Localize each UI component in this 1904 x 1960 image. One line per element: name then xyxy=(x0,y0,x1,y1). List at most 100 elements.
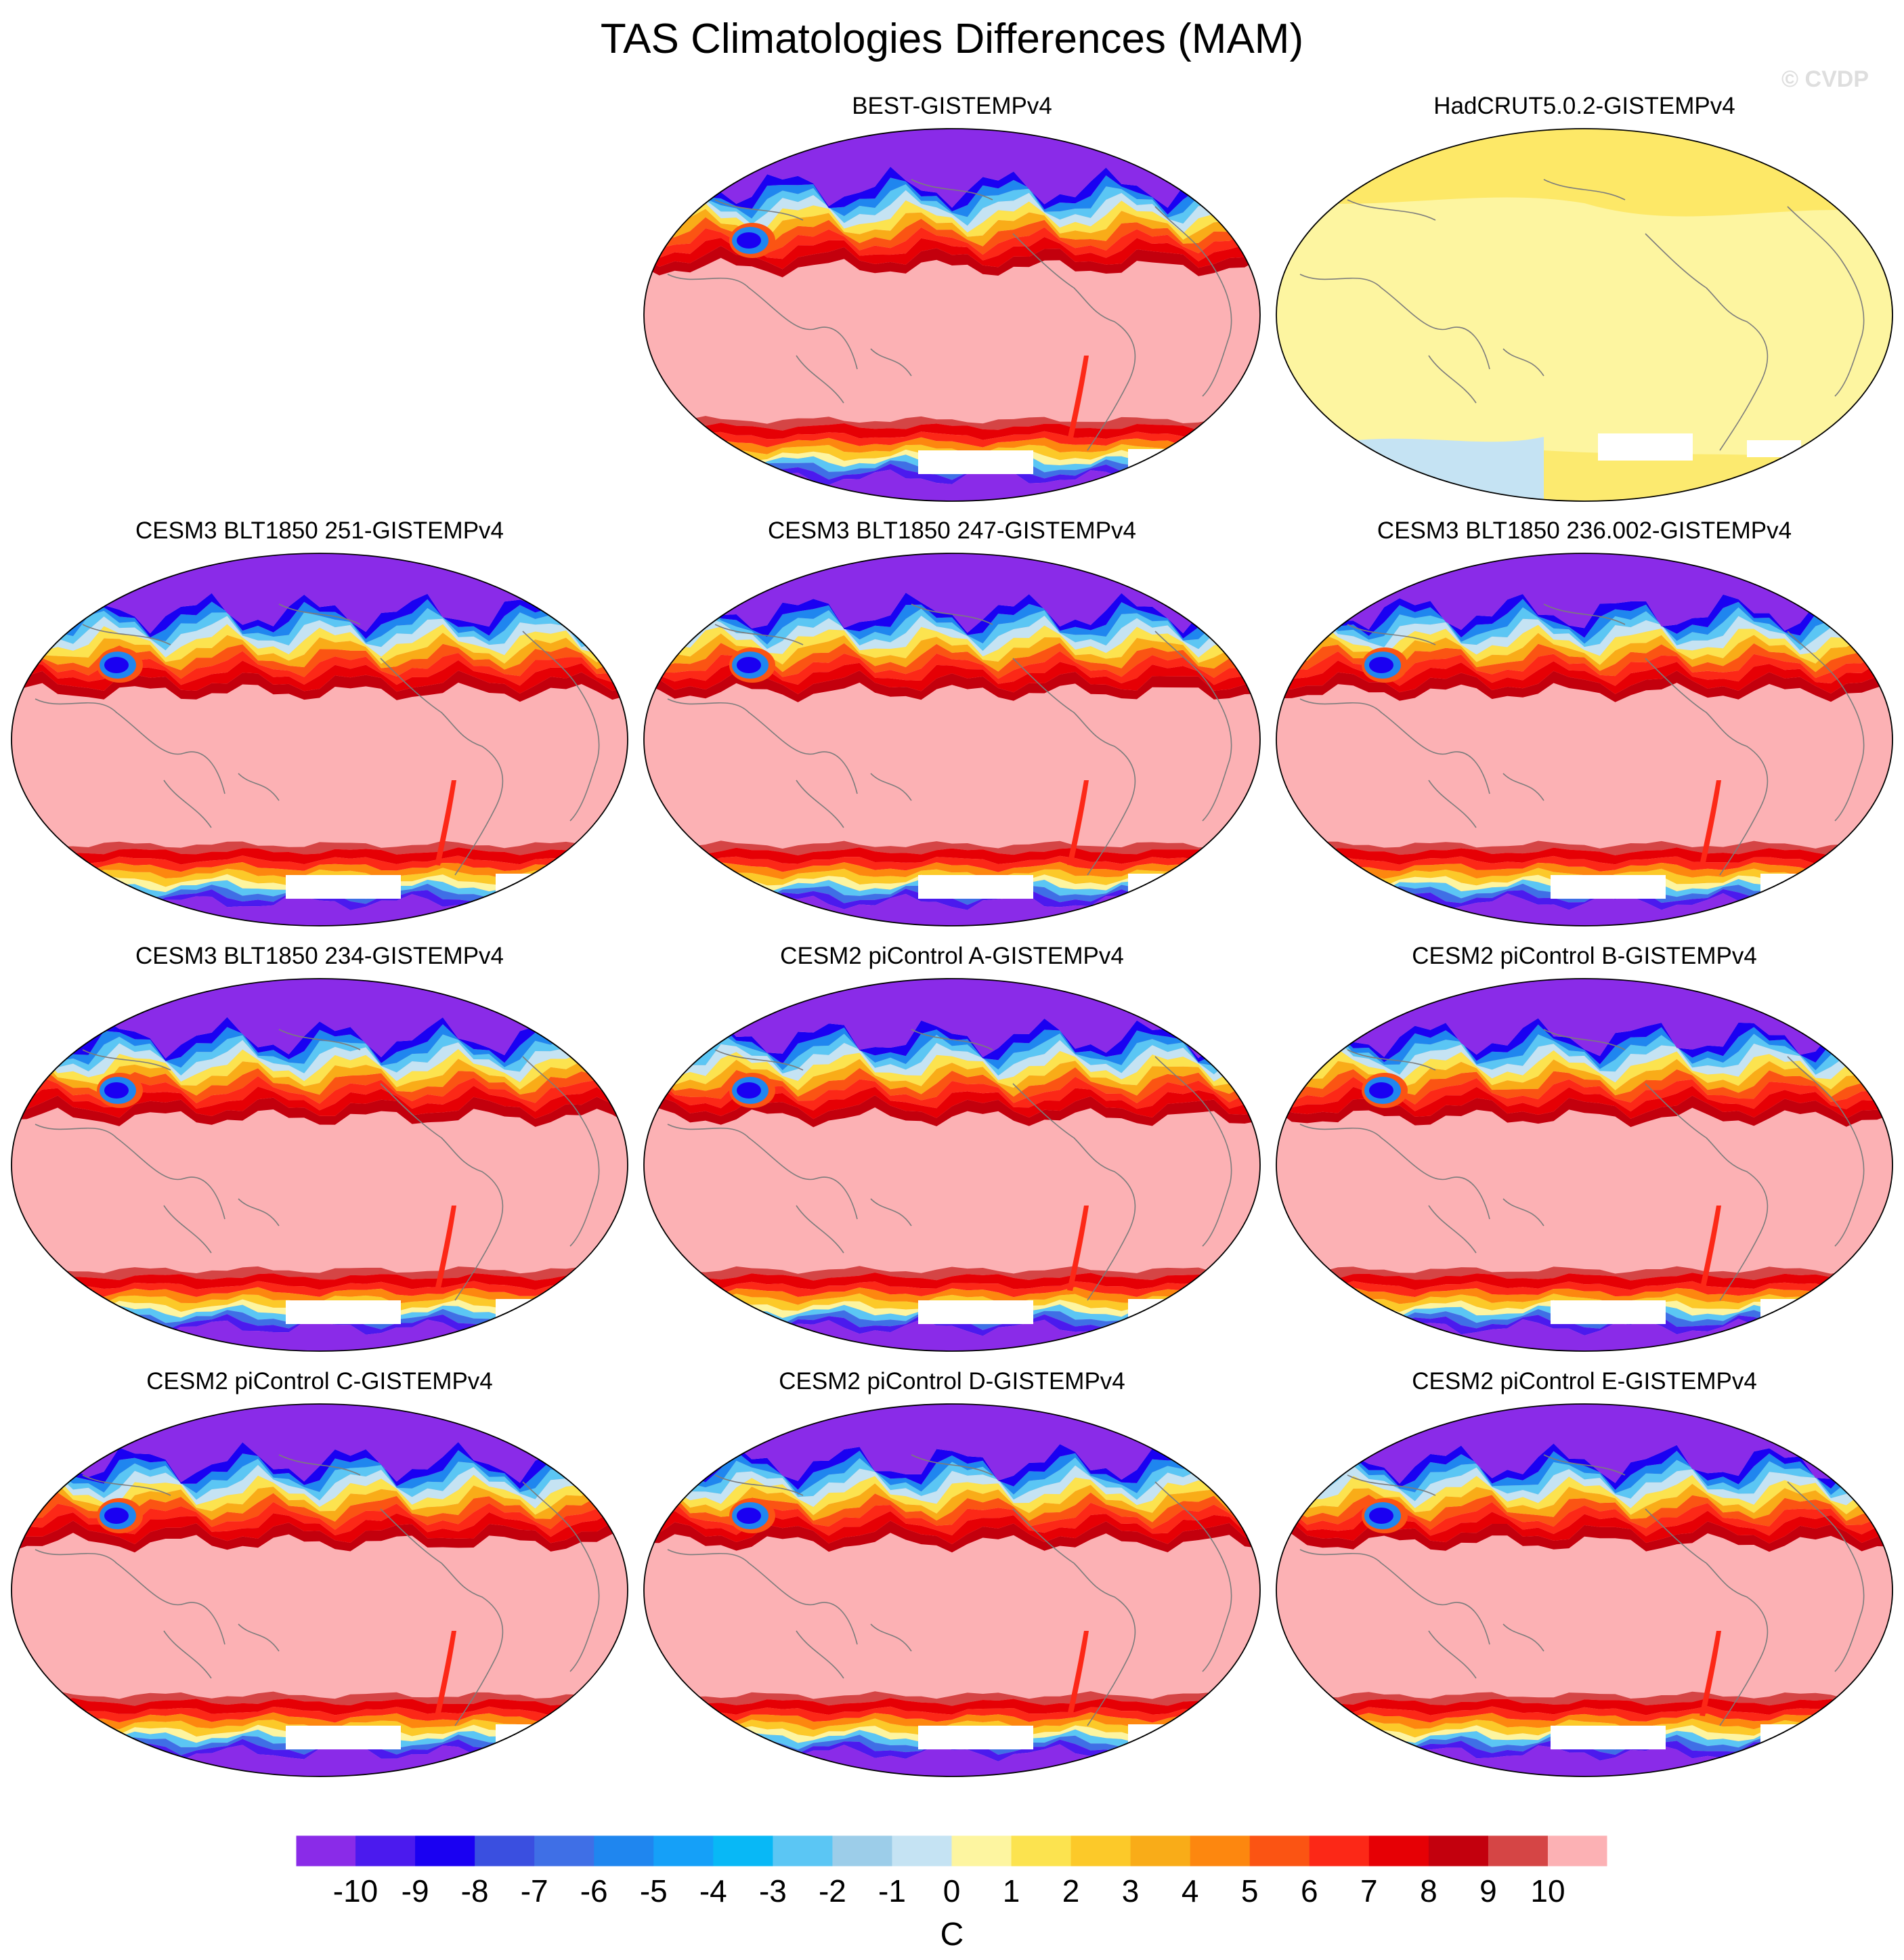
coastline xyxy=(82,1029,361,1071)
contour-band xyxy=(644,599,1260,645)
contour-band xyxy=(644,1691,1260,1706)
contour-band xyxy=(644,1510,1260,1544)
contour-band xyxy=(12,1076,628,1112)
contour-band xyxy=(644,1483,1260,1522)
contour-band xyxy=(12,1266,628,1281)
colorbar-tick-label: 0 xyxy=(943,1873,961,1909)
panel-title: CESM2 piControl A-GISTEMPv4 xyxy=(780,943,1124,969)
contour-band xyxy=(12,1281,628,1297)
colorbar-tick-label: 9 xyxy=(1479,1873,1497,1909)
contour-band xyxy=(12,1511,628,1545)
missing-data-region xyxy=(496,1299,550,1326)
contour-band xyxy=(12,1474,628,1515)
map-border xyxy=(1276,978,1893,1352)
contour-band xyxy=(1276,607,1892,651)
contour-band xyxy=(12,1734,628,1755)
contour-band xyxy=(12,643,628,679)
missing-data-region xyxy=(918,1300,1033,1324)
map-border xyxy=(11,553,628,926)
contour-band xyxy=(1276,1494,1892,1530)
colorbar-swatch xyxy=(415,1835,475,1867)
coastline xyxy=(35,1549,225,1645)
map-border xyxy=(11,978,628,1352)
map-panel: CESM2 piControl A-GISTEMPv4 xyxy=(643,943,1261,1352)
contour-band xyxy=(12,855,628,872)
contour-band xyxy=(12,1273,628,1290)
contour-band xyxy=(644,1734,1260,1755)
contour-band xyxy=(1276,1033,1892,1075)
missing-data-region xyxy=(918,450,1033,474)
map-panel: CESM2 piControl D-GISTEMPv4 xyxy=(643,1368,1261,1777)
colorbar-tick-label: -1 xyxy=(878,1873,906,1909)
coastline xyxy=(35,1124,225,1220)
colorbar-tick-label: 2 xyxy=(1062,1873,1080,1909)
map-panel: BEST-GISTEMPv4 xyxy=(643,93,1261,502)
contour-band xyxy=(1276,1281,1892,1298)
contour-band xyxy=(644,1076,1260,1111)
contour-band xyxy=(644,633,1260,673)
coastline xyxy=(1154,206,1232,397)
contour-band xyxy=(12,1698,628,1716)
contour-band xyxy=(12,1033,628,1075)
contour-band xyxy=(644,1729,1260,1750)
contour-band xyxy=(644,459,1260,480)
missing-data-region xyxy=(918,875,1033,899)
cold-bias-region xyxy=(1276,553,1892,631)
missing-data-region xyxy=(1747,440,1801,457)
contour-band xyxy=(1276,1287,1892,1305)
plateau-feature xyxy=(1369,1508,1393,1524)
contour-band xyxy=(1276,1698,1892,1716)
contour-band xyxy=(12,670,628,702)
contour-band xyxy=(12,1706,628,1723)
contour-band xyxy=(644,1287,1260,1305)
andes-feature xyxy=(1067,1206,1089,1291)
coastline xyxy=(1645,233,1769,451)
missing-data-region xyxy=(1551,1300,1666,1324)
contour-band xyxy=(12,1040,628,1082)
panel-title: CESM2 piControl B-GISTEMPv4 xyxy=(1412,943,1757,969)
coastline xyxy=(163,773,280,828)
contour-band xyxy=(644,209,1260,247)
contour-band xyxy=(644,1492,1260,1529)
colorbar-tick-label: 1 xyxy=(1003,1873,1020,1909)
plateau-feature xyxy=(104,1082,129,1099)
coastline xyxy=(714,1454,993,1496)
plateau-feature xyxy=(104,657,129,673)
coastline xyxy=(522,631,600,822)
coastline xyxy=(1012,233,1136,451)
contour-band xyxy=(12,1095,628,1127)
panel-title: BEST-GISTEMPv4 xyxy=(852,93,1052,119)
contour-band xyxy=(644,190,1260,234)
contour-band xyxy=(12,1724,628,1743)
contour-band xyxy=(644,889,1260,911)
missing-data-region xyxy=(496,1724,550,1751)
colorbar-tick-label: 3 xyxy=(1122,1873,1140,1909)
contour-band xyxy=(644,1281,1260,1298)
map-border xyxy=(643,553,1261,926)
panel-title: HadCRUT5.0.2-GISTEMPv4 xyxy=(1433,93,1735,119)
colorbar-swatch xyxy=(594,1835,654,1867)
contour-band xyxy=(1276,616,1892,657)
contour-band xyxy=(12,1520,628,1553)
contour-band xyxy=(644,670,1260,702)
map-border xyxy=(1276,128,1893,502)
coastline xyxy=(380,658,504,876)
contour-band xyxy=(644,235,1260,270)
coastline xyxy=(35,698,225,794)
contour-band xyxy=(644,454,1260,475)
contour-band xyxy=(644,662,1260,694)
contour-band xyxy=(644,643,1260,679)
colorbar-swatch xyxy=(355,1835,416,1867)
panel-title: CESM3 BLT1850 251-GISTEMPv4 xyxy=(135,517,504,544)
coastline xyxy=(380,1083,504,1301)
colorbar: -10 -9 -8 -7 -6 -5 -4 -3 -2 -1 0 1 2 3 4 5 6 7 8 9 10 xyxy=(295,1835,1608,1909)
contour-band xyxy=(12,1017,628,1063)
contour-band xyxy=(644,175,1260,219)
contour-band xyxy=(644,1706,1260,1723)
contour-band xyxy=(12,1048,628,1090)
map-border xyxy=(1276,553,1893,926)
contour-band xyxy=(1276,1442,1892,1490)
andes-feature xyxy=(1067,780,1089,866)
contour-band xyxy=(644,246,1260,278)
colorbar-swatch xyxy=(534,1835,594,1867)
